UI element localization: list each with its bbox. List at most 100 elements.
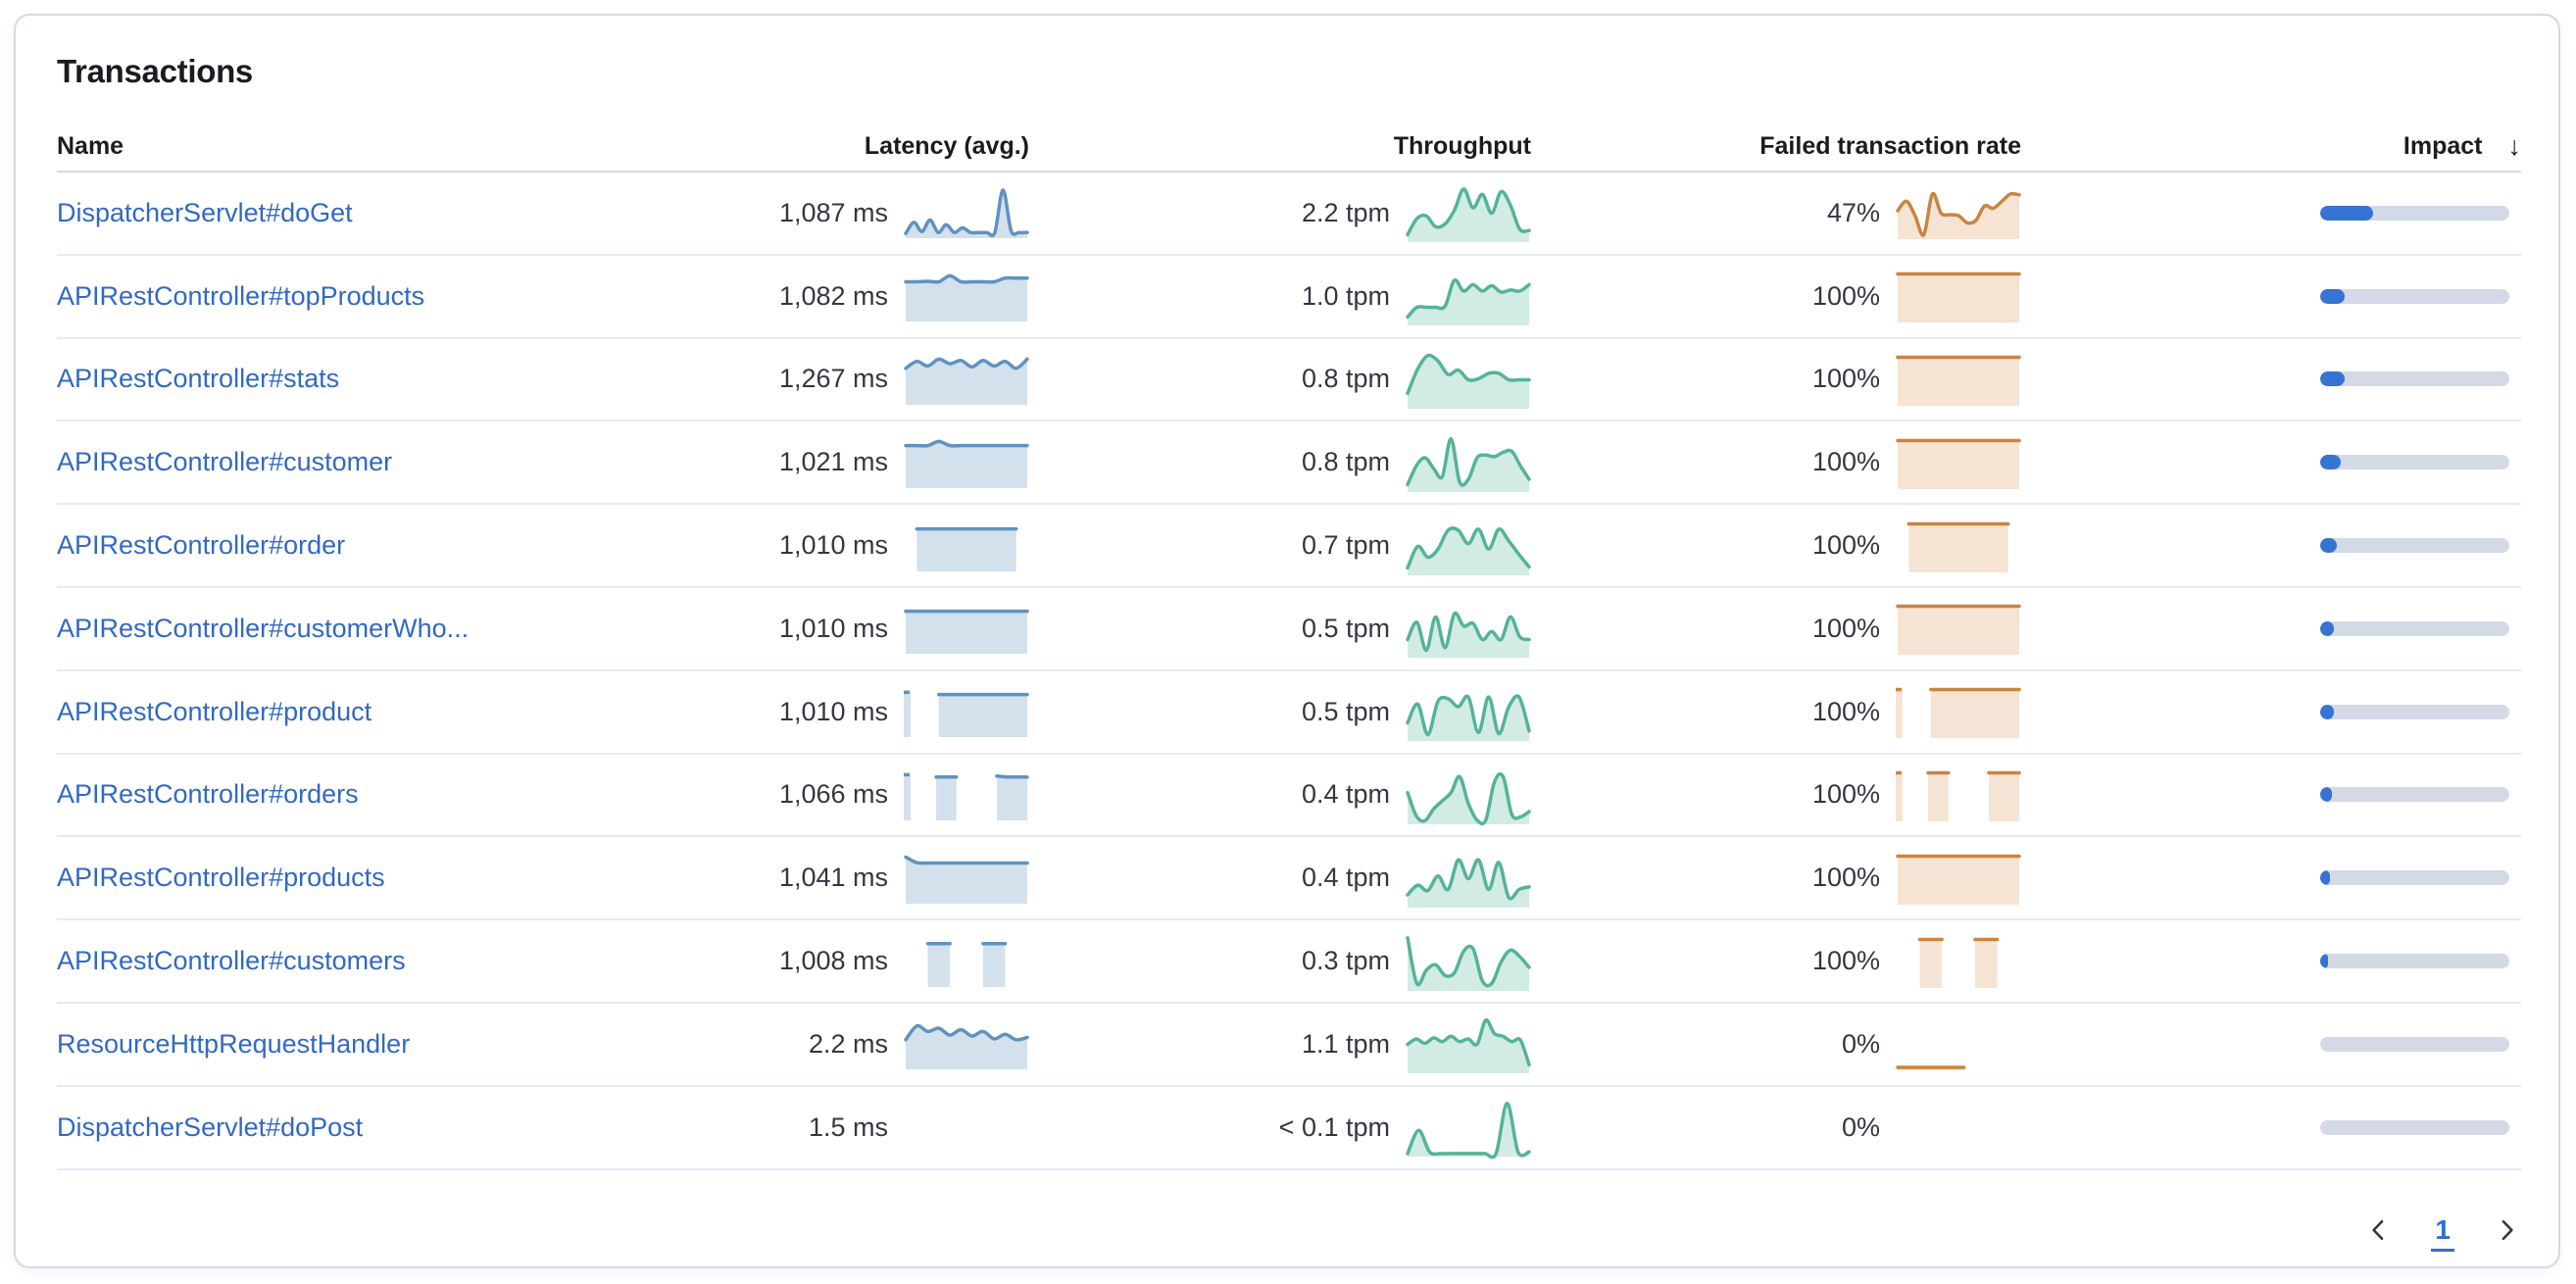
failed-value: 100%	[1811, 863, 1880, 893]
transaction-link[interactable]: APIRestController#product	[57, 696, 372, 726]
failed-cell: 0%	[1531, 1102, 2021, 1153]
transaction-link[interactable]: ResourceHttpRequestHandler	[57, 1028, 411, 1059]
transaction-link[interactable]: APIRestController#topProducts	[57, 280, 425, 311]
throughput-value: 1.0 tpm	[1301, 280, 1390, 311]
failed-sparkline-empty	[1896, 1102, 2021, 1153]
throughput-cell: < 0.1 tpm	[1029, 1098, 1531, 1160]
latency-cell: 1,041 ms	[602, 853, 1029, 904]
latency-cell: 1,066 ms	[602, 769, 1029, 820]
latency-value: 1,021 ms	[778, 447, 888, 477]
transaction-link[interactable]: APIRestController#order	[57, 530, 346, 561]
impact-cell	[2021, 870, 2521, 886]
latency-sparkline	[904, 855, 1029, 904]
latency-sparkline	[904, 439, 1029, 488]
impact-cell	[2021, 538, 2521, 554]
failed-cell: 100%	[1531, 685, 2021, 739]
latency-sparkline	[904, 690, 1029, 738]
latency-sparkline	[904, 357, 1029, 405]
transaction-link[interactable]: APIRestController#orders	[57, 779, 359, 810]
throughput-value: 0.7 tpm	[1301, 530, 1390, 561]
impact-bar	[2320, 620, 2509, 636]
throughput-cell: 0.7 tpm	[1029, 517, 1531, 575]
column-header-impact[interactable]: Impact ↓	[2021, 131, 2521, 162]
latency-value: 1,041 ms	[778, 863, 888, 893]
previous-page-button[interactable]	[2364, 1216, 2392, 1249]
failed-value: 0%	[1841, 1111, 1880, 1142]
throughput-sparkline	[1406, 1018, 1531, 1074]
failed-sparkline	[1896, 438, 2021, 489]
throughput-value: 0.5 tpm	[1301, 696, 1390, 726]
impact-bar-fill	[2320, 954, 2328, 969]
throughput-sparkline	[1406, 278, 1531, 326]
transaction-link[interactable]: APIRestController#customers	[57, 946, 406, 976]
transaction-link[interactable]: DispatcherServlet#doPost	[57, 1111, 364, 1142]
column-header-label: Throughput	[1393, 131, 1531, 160]
throughput-value: 0.8 tpm	[1301, 364, 1390, 394]
name-cell: APIRestController#customerWho...	[57, 614, 602, 644]
next-page-button[interactable]	[2494, 1216, 2521, 1249]
throughput-cell: 0.4 tpm	[1029, 765, 1531, 826]
column-header-name[interactable]: Name	[57, 132, 602, 161]
impact-bar	[2320, 538, 2509, 554]
latency-sparkline	[904, 610, 1029, 655]
throughput-value: 0.4 tpm	[1301, 779, 1390, 810]
throughput-cell: 0.5 tpm	[1029, 599, 1531, 659]
column-header-throughput[interactable]: Throughput	[1029, 132, 1531, 161]
arrow-down-icon: ↓	[2507, 130, 2522, 161]
impact-bar	[2320, 704, 2509, 719]
throughput-value: 0.4 tpm	[1301, 863, 1390, 893]
impact-cell	[2021, 1036, 2521, 1052]
page-title: Transactions	[57, 53, 253, 89]
impact-bar	[2320, 787, 2509, 803]
throughput-value: 0.5 tpm	[1301, 613, 1390, 643]
throughput-cell: 0.4 tpm	[1029, 849, 1531, 908]
column-header-failed[interactable]: Failed transaction rate	[1531, 132, 2021, 161]
impact-bar	[2320, 1119, 2509, 1135]
throughput-sparkline	[1406, 436, 1531, 492]
failed-sparkline	[1896, 272, 2021, 323]
name-cell: ResourceHttpRequestHandler	[57, 1029, 602, 1060]
failed-sparkline	[1896, 355, 2021, 406]
failed-cell: 100%	[1531, 436, 2021, 489]
latency-value: 1,010 ms	[778, 613, 888, 643]
column-header-label: Latency (avg.)	[864, 131, 1029, 160]
name-cell: APIRestController#customers	[57, 946, 602, 976]
failed-cell: 100%	[1531, 935, 2021, 988]
impact-cell	[2021, 371, 2521, 387]
impact-cell	[2021, 455, 2521, 470]
page-number-1[interactable]: 1	[2431, 1214, 2454, 1252]
impact-cell	[2021, 787, 2521, 803]
throughput-cell: 1.0 tpm	[1029, 267, 1531, 326]
latency-sparkline-empty	[904, 1102, 1029, 1153]
impact-bar	[2320, 1036, 2509, 1052]
transaction-link[interactable]: APIRestController#customerWho...	[57, 613, 470, 643]
throughput-value: 0.8 tpm	[1301, 447, 1390, 477]
throughput-sparkline	[1406, 1102, 1531, 1160]
transaction-link[interactable]: DispatcherServlet#doGet	[57, 197, 353, 227]
impact-bar-fill	[2320, 288, 2346, 304]
table-row: APIRestController#customer 1,021 ms 0.8 tp…	[57, 421, 2521, 506]
latency-cell: 1,021 ms	[602, 437, 1029, 488]
failed-value: 100%	[1811, 779, 1880, 810]
transaction-link[interactable]: APIRestController#customer	[57, 447, 393, 477]
failed-value: 100%	[1811, 530, 1880, 561]
column-header-latency[interactable]: Latency (avg.)	[602, 132, 1029, 161]
throughput-sparkline	[1406, 353, 1531, 409]
throughput-sparkline	[1406, 771, 1531, 826]
impact-bar	[2320, 205, 2509, 221]
name-cell: APIRestController#products	[57, 863, 602, 893]
transaction-link[interactable]: APIRestController#stats	[57, 364, 340, 394]
transaction-link[interactable]: APIRestController#products	[57, 863, 385, 893]
latency-sparkline	[904, 188, 1029, 239]
table-row: APIRestController#customers 1,008 ms 0.3 t…	[57, 920, 2521, 1004]
latency-sparkline	[904, 273, 1029, 322]
failed-sparkline	[1896, 605, 2021, 656]
latency-value: 2.2 ms	[808, 1028, 888, 1059]
table-header-row: Name Latency (avg.) Throughput Failed trans…	[57, 122, 2521, 173]
latency-value: 1,267 ms	[778, 364, 888, 394]
impact-bar	[2320, 455, 2509, 470]
impact-bar-fill	[2320, 704, 2334, 719]
impact-cell	[2021, 205, 2521, 221]
name-cell: APIRestController#customer	[57, 447, 602, 477]
failed-cell: 100%	[1531, 602, 2021, 656]
